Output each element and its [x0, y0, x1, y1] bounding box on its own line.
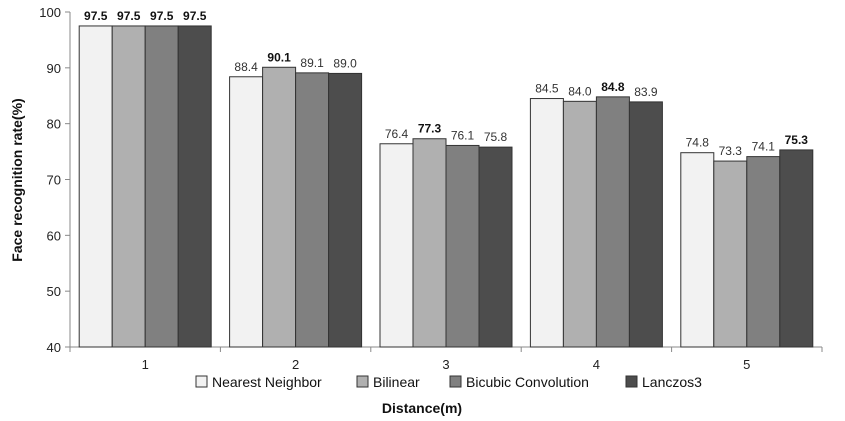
data-label: 84.0: [568, 84, 592, 98]
x-tick-label: 5: [743, 357, 750, 372]
data-label: 77.3: [418, 122, 442, 136]
data-label: 74.8: [686, 136, 710, 150]
data-label: 89.0: [333, 56, 357, 70]
bar: [177, 25, 212, 348]
legend-label: Bilinear: [373, 374, 420, 390]
legend-swatch: [625, 375, 638, 388]
bar: [713, 160, 748, 348]
bar: [595, 96, 630, 348]
y-tick-label: 70: [47, 173, 61, 188]
legend-label: Lanczos3: [642, 374, 702, 390]
data-label: 84.5: [535, 82, 559, 96]
y-axis: 40 50 60 70 80 90 100: [39, 5, 71, 355]
x-axis-title: Distance(m): [382, 400, 462, 416]
bar: [445, 144, 480, 348]
data-label: 89.1: [300, 56, 324, 70]
bar: [628, 101, 663, 348]
bar: [78, 25, 113, 348]
bar: [111, 25, 146, 348]
bar: [680, 152, 715, 348]
bar: [746, 156, 781, 348]
bar: [379, 143, 414, 348]
legend-swatch: [449, 375, 462, 388]
y-tick-label: 40: [47, 340, 61, 355]
bar: [562, 100, 597, 348]
data-label: 90.1: [267, 50, 291, 64]
bar: [529, 98, 564, 348]
y-axis-title: Face recognition rate(%): [9, 98, 25, 261]
data-label: 83.9: [634, 85, 658, 99]
data-label: 88.4: [234, 60, 258, 74]
bar: [478, 146, 513, 348]
data-label: 76.4: [385, 127, 409, 141]
bar: [144, 25, 179, 348]
legend-swatch: [356, 375, 369, 388]
data-label: 97.5: [117, 9, 141, 23]
y-tick-label: 80: [47, 117, 61, 132]
bar: [328, 72, 363, 348]
x-axis: 1 2 3 4 5: [69, 346, 823, 372]
x-tick-label: 3: [442, 357, 449, 372]
data-label: 75.8: [484, 130, 508, 144]
data-label: 73.3: [719, 144, 743, 158]
data-label: 97.5: [183, 9, 207, 23]
x-tick-label: 2: [292, 357, 299, 372]
bar: [262, 66, 297, 348]
data-label: 84.8: [601, 80, 625, 94]
data-label: 76.1: [451, 128, 475, 142]
legend-label: Bicubic Convolution: [466, 374, 589, 390]
bar: [412, 138, 447, 348]
y-tick-label: 100: [39, 5, 61, 20]
y-tick-label: 50: [47, 284, 61, 299]
legend-label: Nearest Neighbor: [212, 374, 322, 390]
bars: [78, 25, 814, 348]
y-tick-label: 90: [47, 61, 61, 76]
bar: [295, 72, 330, 348]
data-label: 97.5: [150, 9, 174, 23]
data-labels: 97.5 97.5 97.5 97.5 88.4 90.1 89.1 89.0 76.4 77.3…: [84, 9, 808, 158]
data-label: 74.1: [752, 140, 776, 154]
x-tick-label: 4: [593, 357, 600, 372]
data-label: 75.3: [785, 133, 809, 147]
x-tick-label: 1: [142, 357, 149, 372]
legend-swatch: [195, 375, 208, 388]
data-label: 97.5: [84, 9, 108, 23]
y-tick-label: 60: [47, 228, 61, 243]
bar: [779, 149, 814, 348]
legend: Nearest Neighbor Bilinear Bicubic Convolut…: [195, 374, 702, 390]
bar: [229, 76, 264, 348]
